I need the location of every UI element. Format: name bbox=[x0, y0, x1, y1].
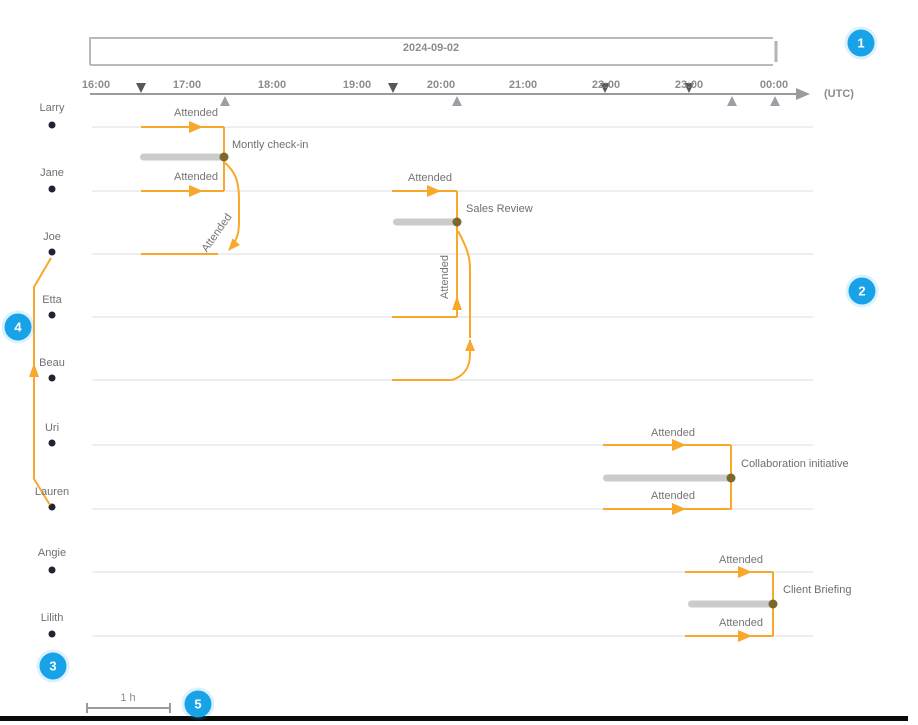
attendance-link-beau-curve-top[interactable] bbox=[457, 230, 471, 338]
attended-label: Attended bbox=[173, 171, 219, 183]
date-band-right-handle[interactable] bbox=[774, 41, 778, 62]
arrowhead-icon bbox=[672, 439, 686, 451]
event-start-marker bbox=[136, 83, 146, 93]
event-end-marker bbox=[220, 96, 230, 106]
entity-dot[interactable] bbox=[48, 248, 56, 256]
attended-label: Attended bbox=[407, 172, 453, 184]
hour-tick-label: 20:00 bbox=[426, 79, 456, 91]
entity-label-uri[interactable]: Uri bbox=[44, 422, 60, 434]
entity-dot[interactable] bbox=[48, 311, 56, 319]
event-duration-bar[interactable] bbox=[688, 600, 773, 608]
event-start-marker bbox=[684, 83, 694, 93]
annotation-badge-3: 3 bbox=[39, 652, 67, 680]
event-node-dot[interactable] bbox=[726, 473, 736, 483]
entity-row-lines bbox=[92, 126, 813, 637]
entity-label-lilith[interactable]: Lilith bbox=[40, 612, 64, 624]
event-end-marker bbox=[770, 96, 780, 106]
date-range-selector[interactable] bbox=[89, 37, 778, 66]
event-node-dot[interactable] bbox=[452, 217, 462, 227]
event-client-briefing[interactable] bbox=[685, 566, 778, 642]
entity-label-beau[interactable]: Beau bbox=[39, 357, 65, 369]
entity-dot[interactable] bbox=[48, 566, 56, 574]
event-title-collaboration-initiative: Collaboration initiative bbox=[741, 458, 849, 470]
event-duration-bar[interactable] bbox=[140, 153, 224, 161]
date-band-top-edge bbox=[89, 37, 773, 65]
event-duration-bar[interactable] bbox=[603, 474, 731, 482]
event-title-sales-review: Sales Review bbox=[466, 203, 533, 215]
arrowhead-icon bbox=[189, 121, 203, 133]
entity-label-etta[interactable]: Etta bbox=[42, 294, 62, 306]
event-title-montly-check-in: Montly check-in bbox=[232, 139, 309, 151]
hour-tick-label: 18:00 bbox=[257, 79, 287, 91]
annotation-badge-1: 1 bbox=[847, 29, 875, 57]
entity-dot[interactable] bbox=[48, 374, 56, 382]
event-duration-bar[interactable] bbox=[393, 218, 457, 226]
annotation-badge-2: 2 bbox=[848, 277, 876, 305]
arrowhead-icon bbox=[452, 296, 462, 310]
arrowhead-icon bbox=[738, 566, 752, 578]
hour-tick-label: 21:00 bbox=[508, 79, 538, 91]
scale-bar bbox=[86, 703, 171, 713]
arrowhead-icon bbox=[738, 630, 752, 642]
attended-label: Attended bbox=[718, 554, 764, 566]
entity-label-jane[interactable]: Jane bbox=[40, 167, 64, 179]
attended-label: Attended bbox=[439, 254, 451, 300]
event-end-marker bbox=[727, 96, 737, 106]
annotation-badge-4: 4 bbox=[4, 313, 32, 341]
hour-tick-label: 22:00 bbox=[591, 79, 621, 91]
event-sales-review[interactable] bbox=[392, 185, 475, 381]
arrowhead-icon bbox=[427, 185, 441, 197]
event-node-dot[interactable] bbox=[219, 152, 229, 162]
hour-tick-label: 19:00 bbox=[342, 79, 372, 91]
attended-label: Attended bbox=[650, 490, 696, 502]
entity-label-lauren[interactable]: Lauren bbox=[34, 486, 70, 498]
entity-dot[interactable] bbox=[48, 121, 56, 129]
entity-label-larry[interactable]: Larry bbox=[39, 102, 65, 114]
entity-dot[interactable] bbox=[48, 630, 56, 638]
entity-dot[interactable] bbox=[48, 439, 56, 447]
attended-label: Attended bbox=[650, 427, 696, 439]
event-start-marker bbox=[600, 83, 610, 93]
window-bottom-border bbox=[0, 716, 908, 721]
event-node-dot[interactable] bbox=[768, 599, 778, 609]
hour-tick-label: 23:00 bbox=[674, 79, 704, 91]
event-start-marker bbox=[388, 83, 398, 93]
entity-link-lauren-joe[interactable] bbox=[29, 257, 52, 506]
scale-label: 1 h bbox=[120, 692, 136, 704]
entity-label-joe[interactable]: Joe bbox=[43, 231, 61, 243]
hour-tick-label: 00:00 bbox=[759, 79, 789, 91]
event-montly-check-in[interactable] bbox=[140, 121, 241, 255]
entity-link-path[interactable] bbox=[33, 257, 52, 506]
arrowhead-icon bbox=[672, 503, 686, 515]
event-collaboration-initiative[interactable] bbox=[603, 439, 736, 515]
axis-event-start-markers bbox=[136, 83, 694, 93]
entity-dot[interactable] bbox=[48, 503, 56, 511]
entity-link-arrow-icon bbox=[29, 363, 39, 377]
entity-dot[interactable] bbox=[48, 185, 56, 193]
attended-label: Attended bbox=[718, 617, 764, 629]
attendance-link-joe-curve[interactable] bbox=[223, 161, 241, 251]
timezone-label: (UTC) bbox=[824, 88, 854, 100]
axis-event-end-markers bbox=[220, 96, 780, 106]
entity-dots bbox=[48, 121, 56, 638]
time-axis-arrow-icon bbox=[796, 88, 810, 100]
attended-label: Attended bbox=[173, 107, 219, 119]
entity-label-angie[interactable]: Angie bbox=[37, 547, 67, 559]
event-title-client-briefing: Client Briefing bbox=[783, 584, 852, 596]
arrowhead-icon bbox=[189, 185, 203, 197]
hour-tick-label: 17:00 bbox=[172, 79, 202, 91]
attendance-link-beau-curve[interactable] bbox=[451, 339, 475, 381]
date-range-label: 2024-09-02 bbox=[402, 42, 460, 54]
annotation-badge-5: 5 bbox=[184, 690, 212, 718]
event-end-marker bbox=[452, 96, 462, 106]
hour-tick-label: 16:00 bbox=[81, 79, 111, 91]
time-axis bbox=[90, 83, 810, 106]
